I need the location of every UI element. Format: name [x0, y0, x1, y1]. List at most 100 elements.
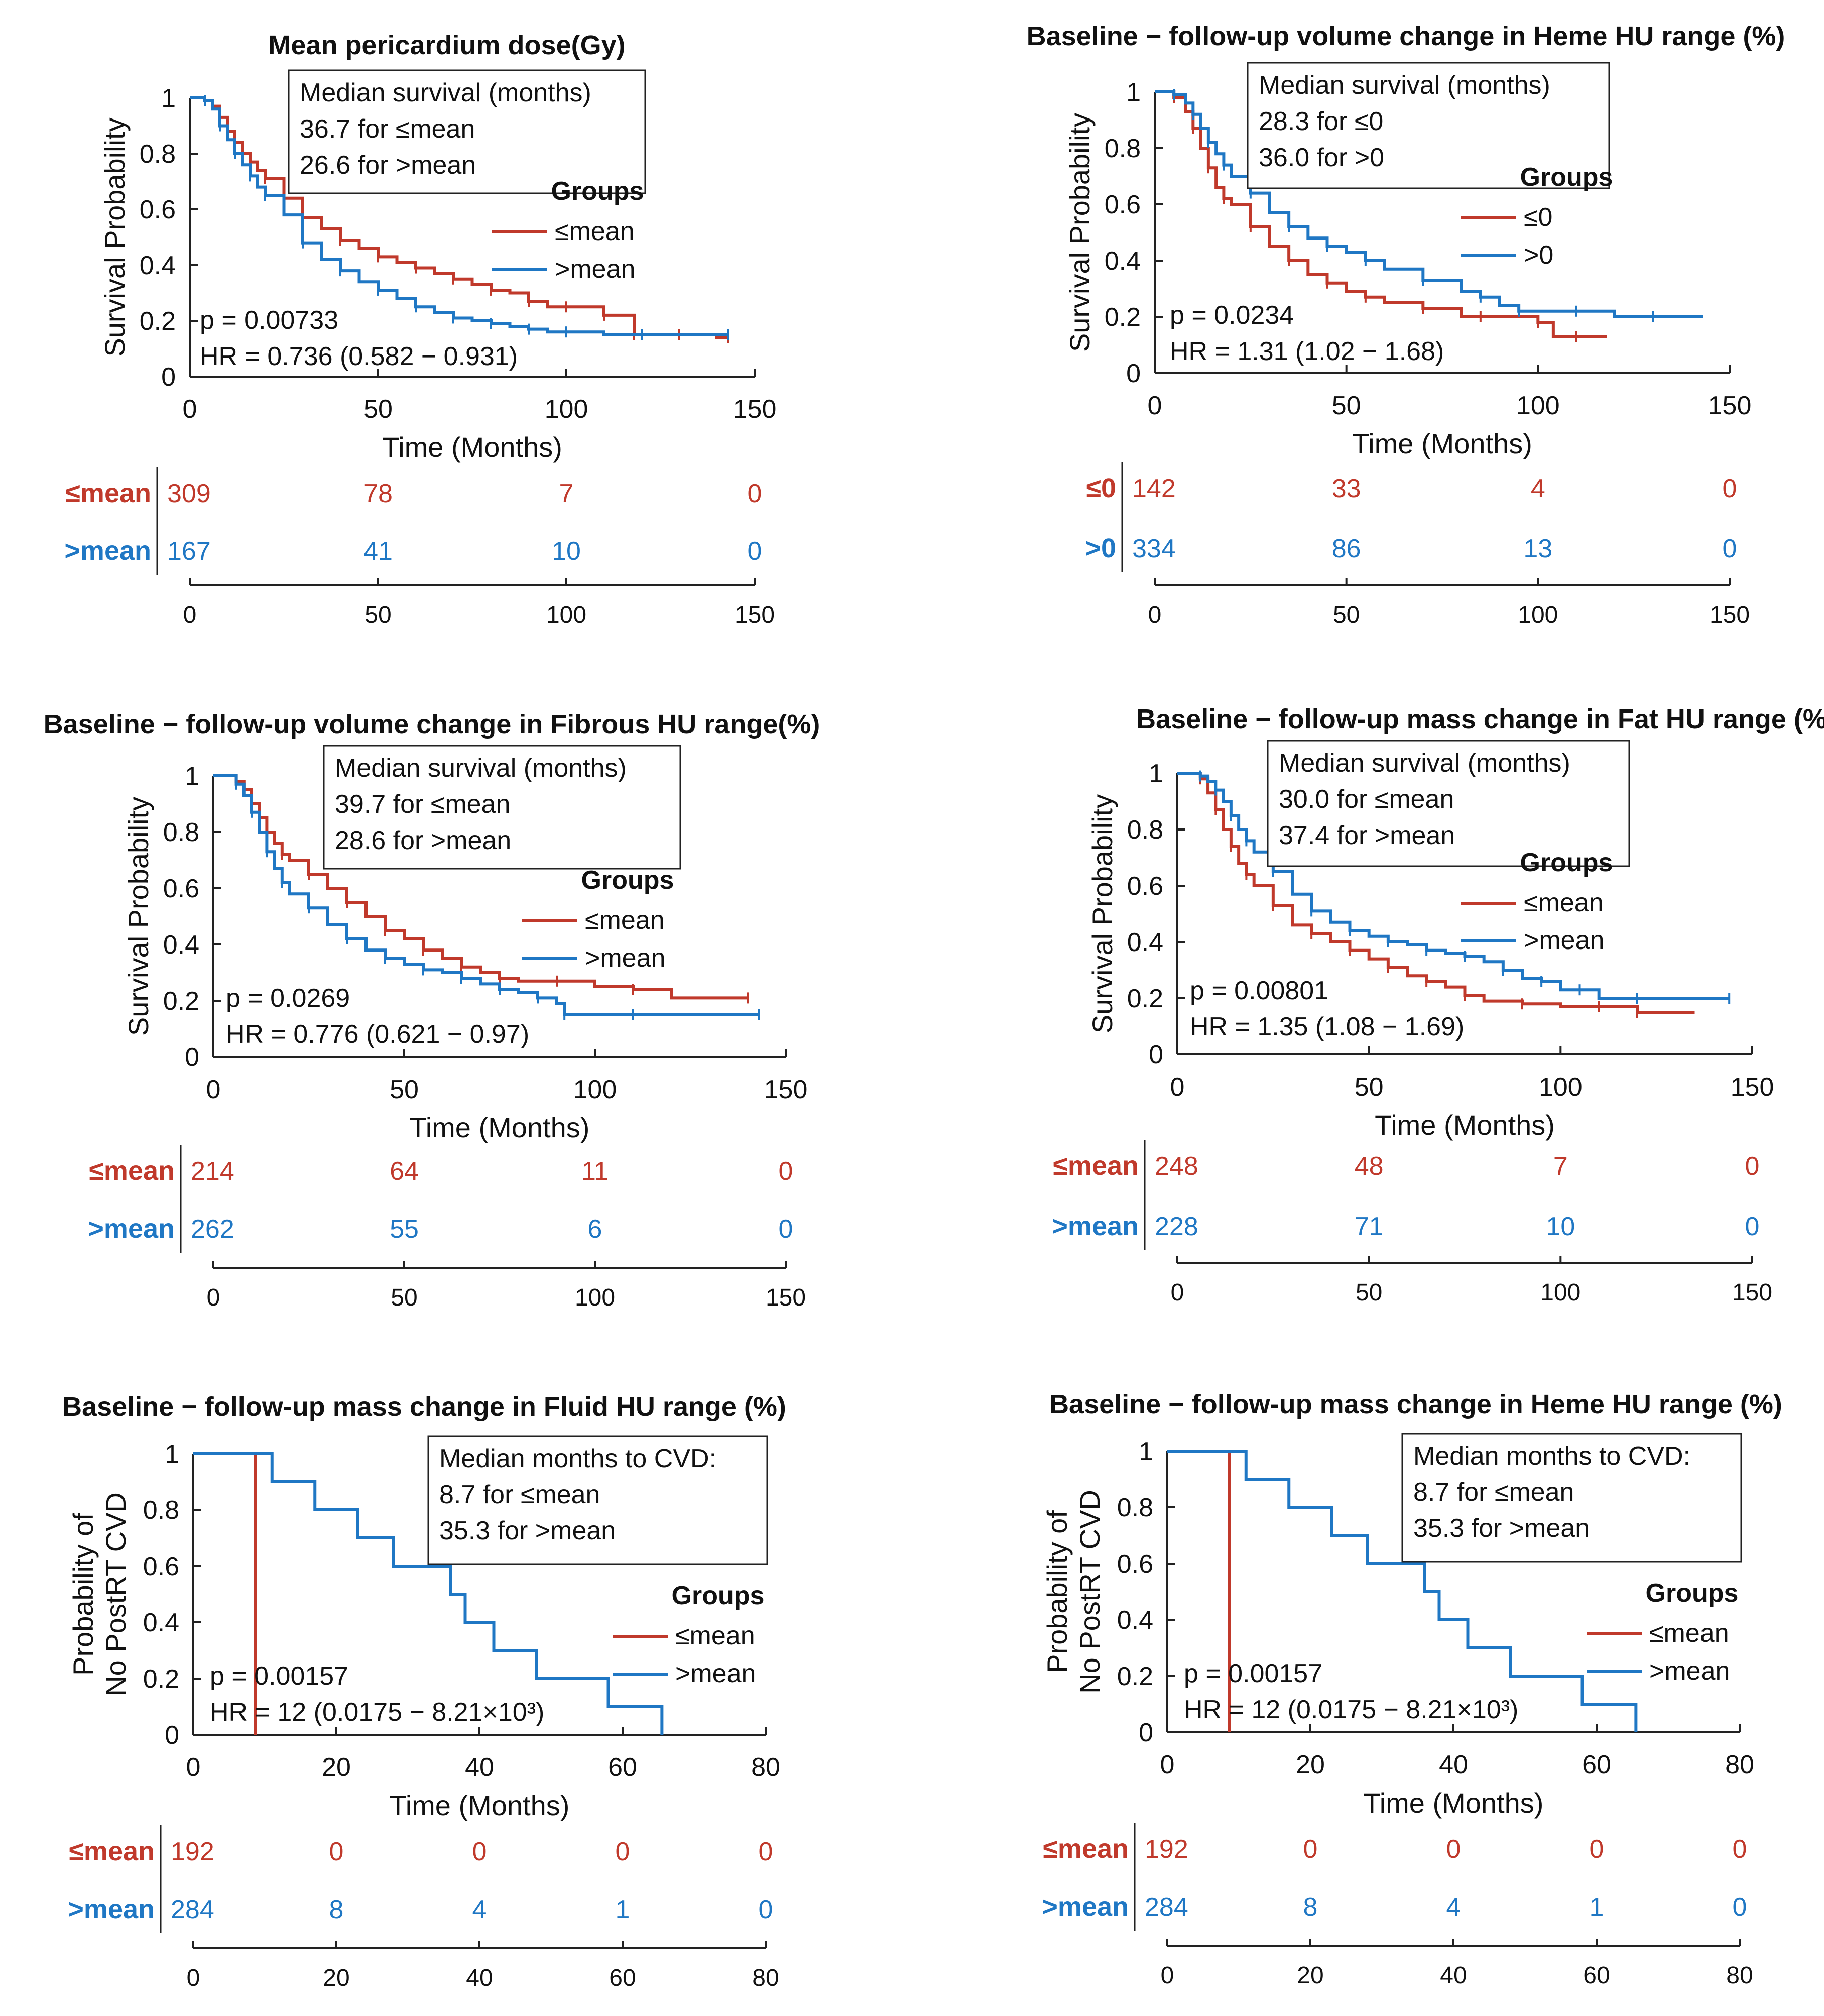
x-tick-label: 50: [1332, 391, 1361, 420]
risk-count: 228: [1155, 1212, 1198, 1241]
y-tick-label: 0.8: [143, 1496, 179, 1525]
median-box-line: Median months to CVD:: [1413, 1442, 1690, 1471]
risk-count: 78: [363, 479, 393, 508]
x-tick-label: 80: [1725, 1750, 1754, 1780]
x-tick-label: 100: [1539, 1073, 1583, 1102]
km-curve-group2: [193, 1452, 664, 1735]
risk-count: 0: [1745, 1212, 1760, 1241]
legend-label: >mean: [1649, 1656, 1730, 1686]
legend-label: >0: [1524, 241, 1553, 270]
risk-count: 1: [1590, 1892, 1604, 1922]
y-tick-label: 0.8: [1105, 134, 1141, 163]
y-tick-label: 1: [1126, 78, 1141, 107]
risk-count: 0: [1590, 1835, 1604, 1864]
risk-axis-label: 50: [391, 1284, 417, 1311]
x-axis-label: Time (Months): [390, 1790, 570, 1821]
hazard-ratio-text: HR = 12 (0.0175 − 8.21×10³): [210, 1698, 544, 1727]
risk-row-label: >mean: [1052, 1211, 1139, 1241]
y-tick-label: 0: [185, 1043, 199, 1072]
risk-count: 0: [329, 1837, 344, 1866]
legend-title: Groups: [1520, 163, 1613, 192]
y-tick-label: 0.4: [1105, 247, 1141, 276]
median-box: [1267, 740, 1630, 867]
risk-count: 4: [1446, 1892, 1461, 1922]
y-axis-label: Survival Probability: [1064, 113, 1096, 352]
risk-count: 0: [472, 1837, 487, 1866]
risk-count: 248: [1155, 1152, 1198, 1181]
y-tick-label: 0.8: [1117, 1493, 1153, 1522]
km-panel-1: Mean pericardium dose(Gy)00.20.40.60.810…: [64, 30, 776, 628]
legend-label: ≤0: [1524, 203, 1552, 232]
risk-count: 309: [167, 479, 211, 508]
y-tick-label: 0: [165, 1721, 179, 1750]
risk-count: 0: [748, 537, 762, 566]
x-axis-label: Time (Months): [382, 431, 562, 463]
x-tick-label: 150: [1731, 1073, 1774, 1102]
x-tick-label: 80: [751, 1753, 780, 1782]
legend-title: Groups: [551, 177, 644, 206]
risk-count: 0: [1723, 534, 1737, 563]
risk-count: 64: [390, 1157, 419, 1186]
risk-count: 192: [1145, 1835, 1188, 1864]
risk-count: 6: [588, 1215, 602, 1244]
y-tick-label: 0.6: [163, 874, 199, 903]
risk-row-label: ≤mean: [1043, 1834, 1129, 1864]
y-tick-label: 0.2: [1117, 1662, 1153, 1691]
x-tick-label: 100: [1516, 391, 1560, 420]
hazard-ratio-text: HR = 1.35 (1.08 − 1.69): [1190, 1012, 1464, 1041]
risk-axis-label: 0: [1161, 1962, 1174, 1989]
legend-title: Groups: [1646, 1579, 1739, 1608]
x-axis-label: Time (Months): [410, 1112, 590, 1143]
risk-axis-label: 40: [466, 1965, 493, 1991]
y-tick-label: 0.4: [143, 1608, 179, 1637]
y-tick-label: 1: [1139, 1437, 1153, 1466]
risk-row-label: ≤mean: [1053, 1151, 1139, 1181]
median-box-line: 37.4 for >mean: [1279, 821, 1455, 850]
median-box-line: Median survival (months): [335, 754, 627, 783]
risk-row-label: ≤mean: [69, 1836, 155, 1866]
x-tick-label: 50: [1355, 1073, 1384, 1102]
risk-axis-label: 150: [1710, 602, 1750, 628]
risk-axis-label: 0: [1171, 1279, 1184, 1306]
risk-count: 0: [759, 1837, 773, 1866]
km-panel-3: Baseline − follow-up volume change in Fi…: [44, 709, 820, 1311]
risk-axis-label: 150: [1732, 1279, 1772, 1306]
chart-title: Baseline − follow-up mass change in Fat …: [1136, 704, 1824, 734]
y-axis-label: Survival Probability: [1086, 794, 1118, 1033]
risk-count: 0: [1745, 1152, 1760, 1181]
x-tick-label: 150: [1708, 391, 1752, 420]
risk-axis-label: 100: [1518, 602, 1558, 628]
median-box: [1247, 62, 1610, 189]
legend-label: ≤mean: [1649, 1619, 1729, 1648]
x-tick-label: 150: [764, 1075, 808, 1104]
risk-count: 262: [191, 1215, 234, 1244]
legend-title: Groups: [1520, 848, 1613, 877]
km-curve-group1: [1167, 1450, 1231, 1732]
risk-axis-label: 100: [1540, 1279, 1580, 1306]
risk-count: 71: [1355, 1212, 1384, 1241]
risk-axis-label: 100: [575, 1284, 615, 1311]
risk-count: 1: [616, 1895, 630, 1924]
risk-count: 8: [329, 1895, 344, 1924]
risk-count: 0: [1733, 1835, 1747, 1864]
risk-count: 8: [1303, 1892, 1318, 1922]
risk-count: 142: [1132, 474, 1176, 503]
y-tick-label: 0.2: [1105, 303, 1141, 332]
y-axis-label: Survival Probability: [99, 117, 131, 357]
x-axis-label: Time (Months): [1375, 1109, 1555, 1141]
y-axis-label: Survival Probability: [123, 797, 154, 1036]
risk-axis-label: 150: [766, 1284, 806, 1311]
risk-axis-label: 80: [1726, 1962, 1753, 1989]
risk-axis-label: 0: [1148, 602, 1162, 628]
median-box: [1401, 1433, 1742, 1563]
risk-row-label: >mean: [88, 1214, 175, 1244]
x-axis-label: Time (Months): [1352, 428, 1532, 459]
legend-label: ≤mean: [555, 217, 635, 246]
hazard-ratio-text: HR = 12 (0.0175 − 8.21×10³): [1184, 1695, 1518, 1724]
median-box-line: 30.0 for ≤mean: [1279, 785, 1454, 814]
risk-count: 192: [171, 1837, 214, 1866]
median-box: [427, 1435, 768, 1565]
risk-count: 11: [581, 1157, 609, 1186]
risk-count: 55: [390, 1215, 419, 1244]
chart-title: Baseline − follow-up volume change in He…: [1027, 21, 1785, 51]
